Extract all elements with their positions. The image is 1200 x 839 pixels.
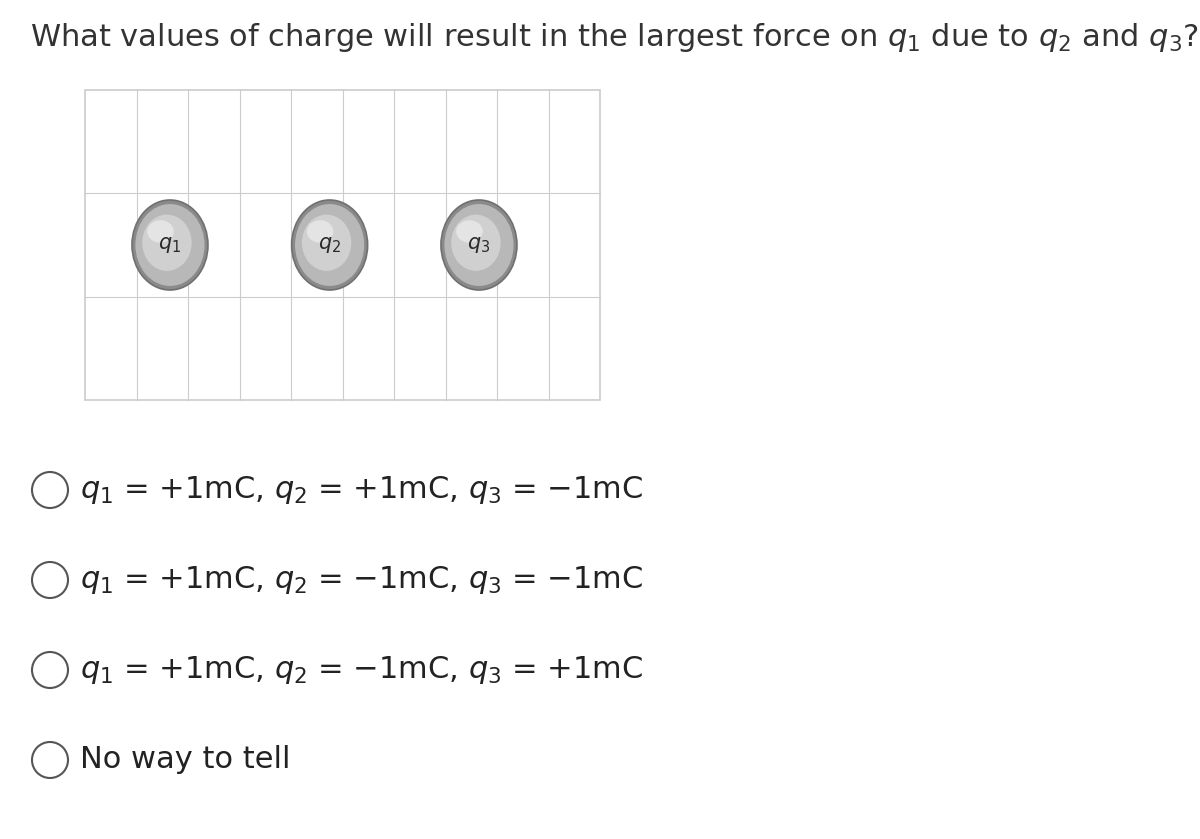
Ellipse shape [302,215,352,271]
Ellipse shape [148,221,174,242]
Ellipse shape [444,204,514,286]
Text: What values of charge will result in the largest force on $q_1$ due to $q_2$ and: What values of charge will result in the… [30,22,1199,55]
Ellipse shape [132,200,208,290]
Text: $q_3$: $q_3$ [467,235,491,255]
Text: $q_1$ = +1mC, $q_2$ = +1mC, $q_3$ = $-$1mC: $q_1$ = +1mC, $q_2$ = +1mC, $q_3$ = $-$1… [80,474,643,506]
Text: $q_1$ = +1mC, $q_2$ = $-$1mC, $q_3$ = $-$1mC: $q_1$ = +1mC, $q_2$ = $-$1mC, $q_3$ = $-… [80,564,643,596]
Ellipse shape [136,204,204,286]
Text: No way to tell: No way to tell [80,746,290,774]
Text: $q_1$ = +1mC, $q_2$ = $-$1mC, $q_3$ = +1mC: $q_1$ = +1mC, $q_2$ = $-$1mC, $q_3$ = +1… [80,654,643,686]
Ellipse shape [295,204,365,286]
Ellipse shape [292,200,367,290]
Ellipse shape [440,200,517,290]
Ellipse shape [456,221,482,242]
Text: $q_1$: $q_1$ [158,235,181,255]
Ellipse shape [307,221,334,242]
Text: $q_2$: $q_2$ [318,235,341,255]
Ellipse shape [451,215,500,271]
Bar [85,90,600,400]
Ellipse shape [143,215,192,271]
